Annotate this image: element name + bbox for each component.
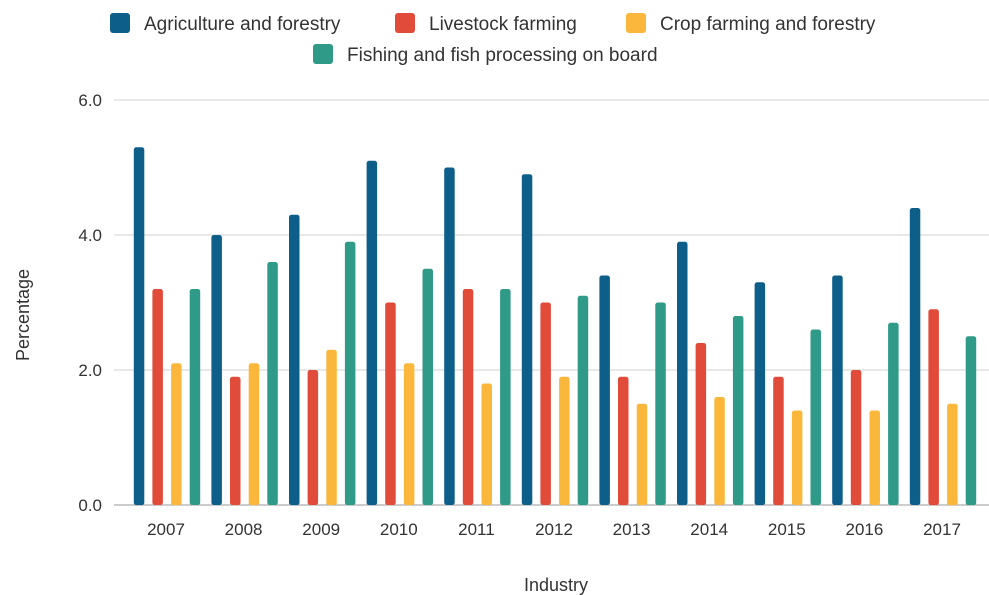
- bar-livestock-farming-2011: [462, 289, 474, 505]
- x-tick-label: 2017: [923, 520, 961, 539]
- bar-agriculture-and-forestry-2009: [289, 214, 300, 506]
- legend: Agriculture and forestry Livestock farmin…: [110, 13, 876, 66]
- y-axis-title: Percentage: [13, 269, 33, 361]
- x-tick-label: 2012: [535, 520, 573, 539]
- bar-agriculture-and-forestry-2010: [366, 160, 378, 506]
- y-axis-ticks: 0.0 2.0 4.0 6.0: [78, 91, 102, 515]
- bar-crop-farming-and-forestry-2011: [481, 383, 492, 505]
- bar-livestock-farming-2009: [307, 370, 319, 505]
- legend-label: Fishing and fish processing on board: [347, 45, 658, 66]
- bar-fishing-and-fish-processing-on-board-2015: [810, 329, 821, 505]
- bar-livestock-farming-2007: [152, 289, 163, 505]
- bar-livestock-farming-2017: [928, 309, 939, 506]
- bar-livestock-farming-2013: [618, 376, 629, 506]
- bar-crop-farming-and-forestry-2016: [869, 410, 880, 505]
- x-tick-label: 2007: [147, 520, 185, 539]
- bar-crop-farming-and-forestry-2014: [714, 397, 725, 505]
- bar-agriculture-and-forestry-2017: [909, 208, 921, 505]
- legend-item: Agriculture and forestry: [110, 13, 341, 35]
- legend-swatch: [313, 44, 333, 64]
- y-tick-label: 0.0: [78, 496, 102, 515]
- x-tick-label: 2016: [845, 520, 883, 539]
- x-tick-label: 2008: [225, 520, 263, 539]
- bar-agriculture-and-forestry-2011: [444, 167, 455, 505]
- bar-fishing-and-fish-processing-on-board-2012: [577, 295, 589, 506]
- bar-fishing-and-fish-processing-on-board-2014: [732, 316, 744, 505]
- bar-crop-farming-and-forestry-2013: [636, 403, 648, 506]
- bar-crop-farming-and-forestry-2010: [403, 363, 415, 506]
- legend-label: Agriculture and forestry: [144, 14, 341, 35]
- bar-livestock-farming-2012: [540, 302, 551, 505]
- legend-label: Crop farming and forestry: [660, 14, 876, 35]
- bar-agriculture-and-forestry-2014: [677, 241, 688, 506]
- bar-crop-farming-and-forestry-2008: [248, 363, 260, 506]
- y-tick-label: 4.0: [78, 226, 102, 245]
- bar-fishing-and-fish-processing-on-board-2008: [267, 262, 278, 505]
- bar-fishing-and-fish-processing-on-board-2007: [189, 289, 201, 505]
- legend-item: Fishing and fish processing on board: [313, 44, 658, 66]
- x-tick-label: 2010: [380, 520, 418, 539]
- bar-fishing-and-fish-processing-on-board-2013: [655, 302, 666, 505]
- bar-agriculture-and-forestry-2016: [832, 275, 843, 505]
- legend-item: Livestock farming: [395, 13, 577, 35]
- legend-label: Livestock farming: [429, 14, 577, 35]
- bar-livestock-farming-2015: [773, 376, 784, 506]
- x-tick-label: 2014: [690, 520, 728, 539]
- bar-crop-farming-and-forestry-2007: [171, 363, 182, 506]
- bar-crop-farming-and-forestry-2009: [326, 349, 337, 506]
- x-axis-title: Industry: [524, 575, 588, 595]
- bar-agriculture-and-forestry-2012: [521, 174, 533, 505]
- bar-crop-farming-and-forestry-2017: [947, 403, 958, 506]
- bar-fishing-and-fish-processing-on-board-2016: [888, 322, 899, 506]
- y-tick-label: 2.0: [78, 361, 102, 380]
- y-tick-label: 6.0: [78, 91, 102, 110]
- bar-crop-farming-and-forestry-2012: [559, 376, 570, 506]
- grid-lines: [114, 99, 989, 506]
- bar-agriculture-and-forestry-2015: [754, 282, 766, 506]
- x-tick-label: 2013: [613, 520, 651, 539]
- legend-swatch: [110, 13, 130, 33]
- bar-agriculture-and-forestry-2007: [133, 147, 145, 506]
- bar-fishing-and-fish-processing-on-board-2011: [500, 289, 511, 505]
- x-tick-label: 2011: [458, 520, 495, 539]
- bar-livestock-farming-2016: [850, 370, 862, 505]
- x-tick-label: 2009: [302, 520, 340, 539]
- bar-livestock-farming-2014: [695, 343, 707, 505]
- bar-fishing-and-fish-processing-on-board-2017: [965, 336, 977, 506]
- legend-swatch: [626, 13, 646, 33]
- bar-crop-farming-and-forestry-2015: [791, 410, 803, 505]
- bar-livestock-farming-2010: [385, 302, 396, 505]
- bar-fishing-and-fish-processing-on-board-2009: [344, 241, 356, 506]
- bar-agriculture-and-forestry-2013: [599, 275, 610, 505]
- bars: [133, 147, 977, 506]
- bar-livestock-farming-2008: [230, 376, 241, 506]
- legend-item: Crop farming and forestry: [626, 13, 876, 35]
- x-tick-label: 2015: [768, 520, 806, 539]
- bar-agriculture-and-forestry-2008: [211, 235, 222, 505]
- legend-swatch: [395, 13, 415, 33]
- bar-fishing-and-fish-processing-on-board-2010: [422, 268, 433, 506]
- x-axis-ticks: 2007 2008 2009 2010 2011 2012 2013 2014 2015 2016…: [147, 520, 961, 539]
